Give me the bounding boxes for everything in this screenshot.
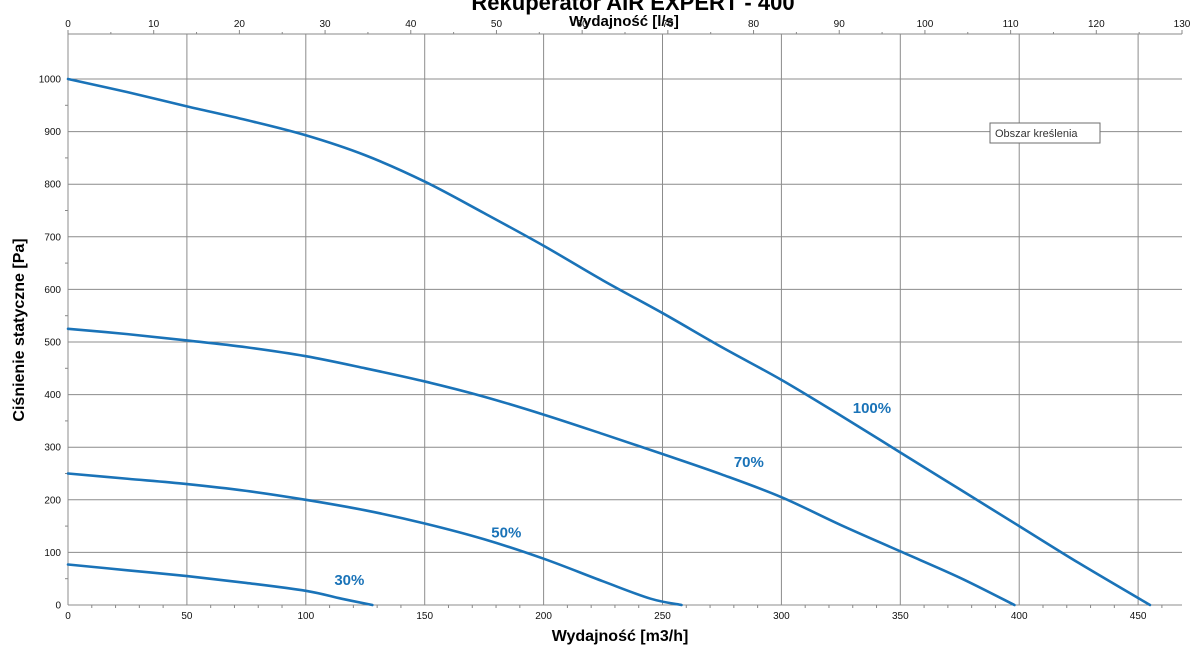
- y-tick-label: 100: [44, 548, 61, 559]
- series-line-30pct: [66, 563, 374, 607]
- x-tick-label: 100: [297, 611, 314, 622]
- x2-tick-label: 100: [917, 19, 934, 30]
- x-tick-label: 400: [1011, 611, 1028, 622]
- series-label-30pct: 30%: [334, 572, 364, 589]
- x2-tick-label: 70: [662, 19, 674, 30]
- y-tick-label: 400: [44, 390, 61, 401]
- x-tick-label: 250: [654, 611, 671, 622]
- y-tick-label: 0: [55, 601, 61, 612]
- x-tick-label: 450: [1130, 611, 1147, 622]
- x2-tick-label: 50: [491, 19, 503, 30]
- y-tick-label: 800: [44, 180, 61, 191]
- x-tick-label: 200: [535, 611, 552, 622]
- x2-tick-label: 0: [65, 19, 71, 30]
- y-tick-label: 700: [44, 232, 61, 243]
- x2-tick-label: 120: [1088, 19, 1105, 30]
- x-tick-label: 300: [773, 611, 790, 622]
- series-label-70pct: 70%: [734, 454, 764, 471]
- x-tick-label: 350: [892, 611, 909, 622]
- y-tick-label: 900: [44, 127, 61, 138]
- series-label-100pct: 100%: [853, 400, 891, 417]
- y-tick-label: 600: [44, 285, 61, 296]
- x-tick-label: 50: [181, 611, 193, 622]
- x-tick-label: 150: [416, 611, 433, 622]
- x2-tick-label: 10: [148, 19, 160, 30]
- y-tick-label: 1000: [39, 75, 62, 86]
- grid-layer: [65, 30, 1183, 608]
- top-axis-title: Wydajność [l/s]: [569, 13, 679, 30]
- series-layer: [66, 77, 1152, 607]
- x2-tick-label: 40: [405, 19, 417, 30]
- x2-tick-label: 130: [1174, 19, 1191, 30]
- series-line-100pct: [66, 77, 1152, 607]
- chart-title: Rekuperator AIR EXPERT - 400: [471, 0, 794, 15]
- series-line-50pct: [66, 472, 683, 607]
- x2-tick-label: 20: [234, 19, 246, 30]
- y-tick-label: 300: [44, 443, 61, 454]
- x2-tick-label: 90: [834, 19, 846, 30]
- x2-tick-label: 60: [577, 19, 589, 30]
- x-axis-title: Wydajność [m3/h]: [552, 628, 689, 645]
- plot-area-tooltip: Obszar kreślenia: [989, 122, 1101, 144]
- tooltip-text: Obszar kreślenia: [995, 128, 1078, 140]
- x2-tick-label: 30: [320, 19, 332, 30]
- tooltip-box: [989, 122, 1101, 144]
- y-axis-title: Ciśnienie statyczne [Pa]: [11, 238, 28, 421]
- x2-tick-label: 80: [748, 19, 760, 30]
- labels-layer: 100% 70% 50% 30%: [334, 400, 891, 589]
- x2-tick-label: 110: [1003, 19, 1019, 30]
- series-line-70pct: [66, 327, 1016, 607]
- y-tick-label: 500: [44, 338, 61, 349]
- series-label-50pct: 50%: [491, 525, 521, 542]
- y-tick-label: 200: [44, 495, 61, 506]
- x-tick-label: 0: [65, 611, 71, 622]
